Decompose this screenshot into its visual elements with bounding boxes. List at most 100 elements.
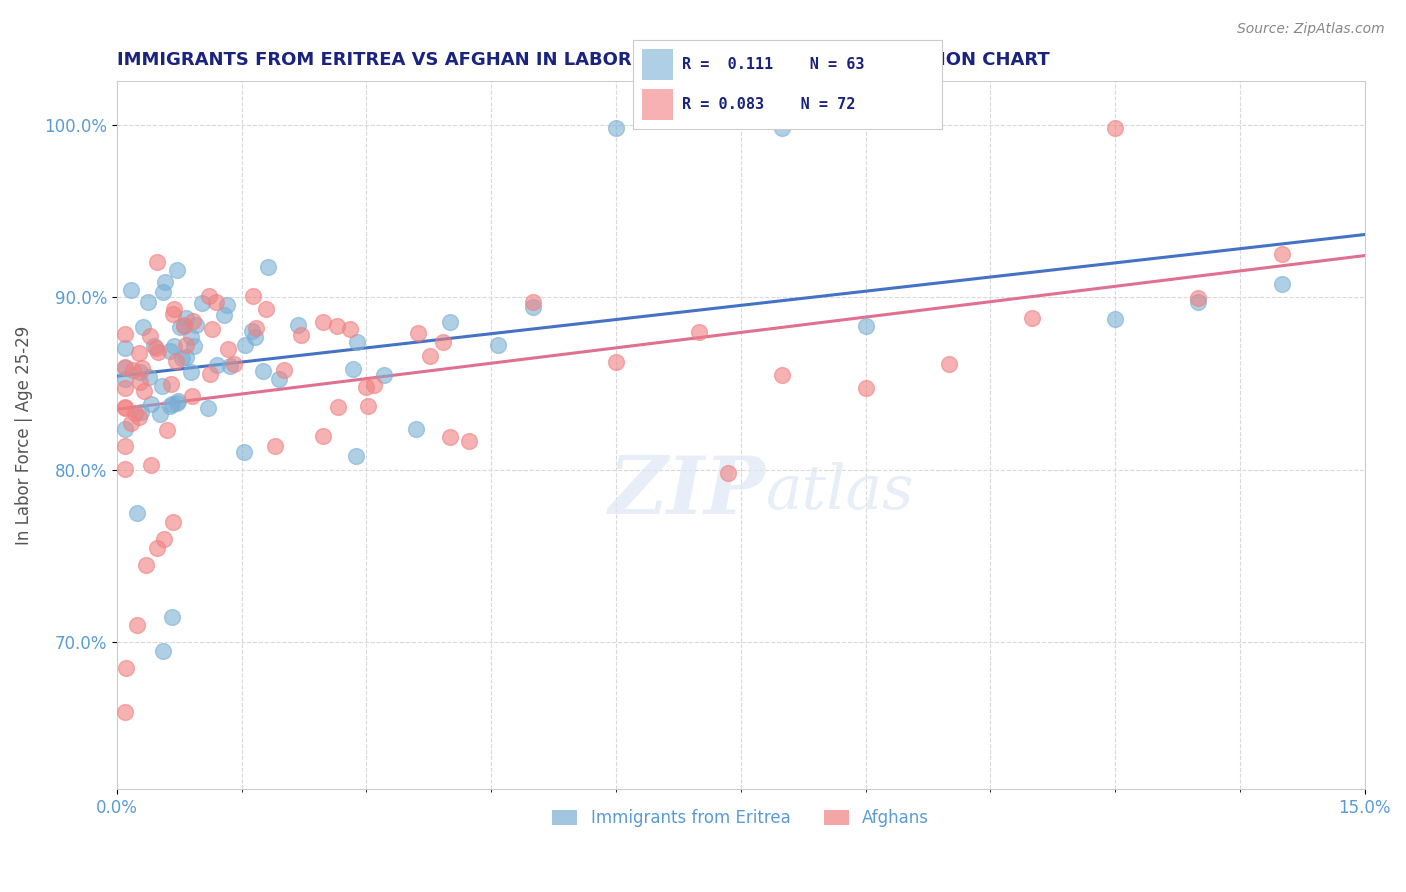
Point bbox=[1270, 277, 1292, 292]
Point bbox=[1104, 120, 1126, 135]
Y-axis label: In Labor Force | Age 25-29: In Labor Force | Age 25-29 bbox=[15, 326, 32, 545]
Point bbox=[938, 358, 960, 372]
Point bbox=[342, 362, 364, 376]
Point bbox=[408, 326, 430, 340]
Point bbox=[190, 296, 212, 310]
Point bbox=[186, 318, 208, 332]
Point bbox=[855, 318, 877, 333]
Point bbox=[145, 342, 167, 356]
Point bbox=[132, 319, 155, 334]
Bar bbox=[643, 49, 673, 80]
Point bbox=[180, 365, 202, 379]
Point bbox=[114, 341, 136, 355]
Point bbox=[1104, 311, 1126, 326]
Point bbox=[115, 661, 138, 675]
Point bbox=[174, 310, 197, 325]
Point bbox=[139, 329, 162, 343]
Point bbox=[114, 401, 136, 415]
Text: R =  0.111    N = 63: R = 0.111 N = 63 bbox=[682, 57, 865, 71]
Point bbox=[114, 462, 136, 476]
Point bbox=[114, 359, 136, 374]
Point bbox=[114, 422, 136, 436]
Point bbox=[439, 314, 461, 328]
Point bbox=[128, 375, 150, 389]
Point bbox=[264, 439, 287, 453]
Point bbox=[1270, 247, 1292, 261]
Point bbox=[173, 318, 195, 333]
Point bbox=[128, 409, 150, 424]
Point bbox=[346, 334, 368, 349]
Point bbox=[205, 295, 228, 310]
Bar bbox=[643, 89, 673, 120]
Point bbox=[212, 309, 235, 323]
Point bbox=[197, 401, 219, 415]
Point bbox=[224, 357, 246, 371]
Point bbox=[405, 422, 427, 436]
Point bbox=[176, 338, 198, 352]
Point bbox=[363, 377, 385, 392]
Point bbox=[522, 295, 544, 310]
Text: IMMIGRANTS FROM ERITREA VS AFGHAN IN LABOR FORCE | AGE 25-29 CORRELATION CHART: IMMIGRANTS FROM ERITREA VS AFGHAN IN LAB… bbox=[117, 51, 1050, 69]
Legend: Immigrants from Eritrea, Afghans: Immigrants from Eritrea, Afghans bbox=[546, 803, 936, 834]
Point bbox=[146, 254, 169, 268]
Point bbox=[120, 416, 142, 430]
Point bbox=[146, 541, 169, 555]
Point bbox=[167, 393, 190, 408]
Point bbox=[129, 405, 152, 419]
Point bbox=[207, 359, 229, 373]
Point bbox=[122, 363, 145, 377]
Point bbox=[180, 330, 202, 344]
Point bbox=[245, 329, 267, 343]
Point bbox=[166, 263, 188, 277]
Point bbox=[770, 368, 793, 382]
Point bbox=[135, 558, 157, 572]
Point bbox=[170, 351, 193, 365]
Point bbox=[240, 325, 263, 339]
Point bbox=[150, 379, 173, 393]
Point bbox=[198, 367, 221, 381]
Point bbox=[245, 321, 267, 335]
Text: ZIP: ZIP bbox=[609, 453, 766, 531]
Point bbox=[217, 297, 239, 311]
Point bbox=[128, 346, 150, 360]
Point bbox=[458, 434, 481, 448]
Point bbox=[1021, 310, 1043, 325]
Point bbox=[432, 335, 454, 350]
Point bbox=[114, 361, 136, 376]
Point bbox=[373, 368, 395, 383]
Point bbox=[855, 381, 877, 395]
Point bbox=[156, 423, 179, 437]
Point bbox=[153, 275, 176, 289]
Point bbox=[160, 609, 183, 624]
Point bbox=[165, 353, 187, 368]
Point bbox=[114, 326, 136, 341]
Point bbox=[162, 397, 184, 411]
Point bbox=[486, 338, 509, 352]
Point bbox=[141, 458, 163, 472]
Point bbox=[124, 406, 146, 420]
Point bbox=[183, 339, 205, 353]
Point bbox=[163, 301, 186, 316]
Point bbox=[128, 365, 150, 379]
Point bbox=[138, 370, 160, 384]
Point bbox=[160, 377, 183, 392]
Point bbox=[114, 372, 136, 386]
Point bbox=[114, 705, 136, 719]
Point bbox=[125, 618, 148, 632]
Point bbox=[169, 319, 191, 334]
Point bbox=[273, 363, 295, 377]
Point bbox=[201, 322, 224, 336]
Point bbox=[120, 284, 142, 298]
Point bbox=[131, 361, 153, 376]
Text: atlas: atlas bbox=[766, 462, 914, 522]
Point bbox=[356, 380, 378, 394]
Point bbox=[522, 300, 544, 314]
Point bbox=[1187, 292, 1209, 306]
Point bbox=[136, 295, 159, 310]
Point bbox=[312, 315, 335, 329]
Point bbox=[339, 322, 361, 336]
Point bbox=[439, 430, 461, 444]
Point bbox=[143, 339, 166, 353]
Text: Source: ZipAtlas.com: Source: ZipAtlas.com bbox=[1237, 22, 1385, 37]
Point bbox=[166, 396, 188, 410]
